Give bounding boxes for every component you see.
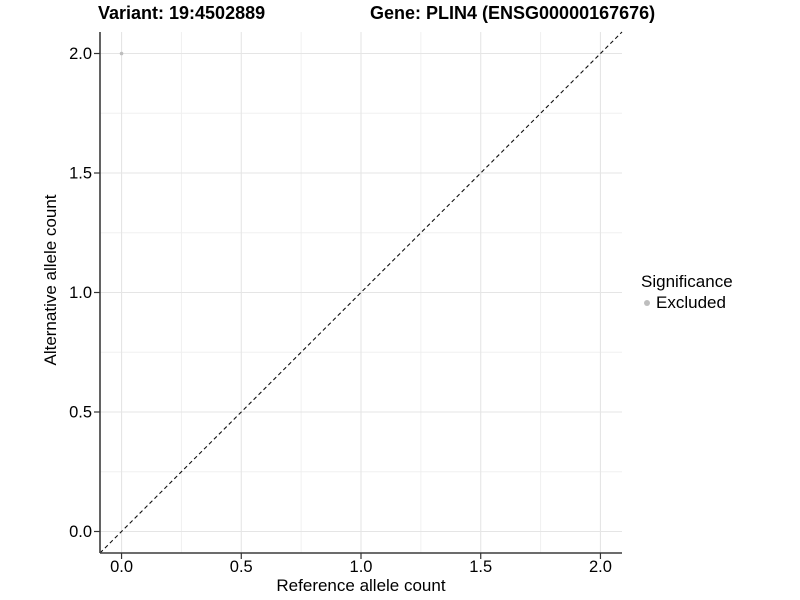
x-tick-label: 2.0: [589, 558, 612, 576]
x-tick-label: 0.0: [110, 558, 133, 576]
y-tick-label: 0.5: [69, 403, 92, 421]
x-axis-title: Reference allele count: [276, 576, 446, 595]
x-tick-label: 1.5: [469, 558, 492, 576]
legend: Significance Excluded: [641, 272, 733, 312]
y-tick-label: 1.0: [69, 284, 92, 302]
legend-item-excluded: Excluded: [641, 293, 733, 312]
legend-point-icon: [644, 299, 650, 306]
variant-title: Variant: 19:4502889: [98, 3, 266, 23]
y-axis-title: Alternative allele count: [41, 194, 60, 366]
x-tick-label: 1.0: [350, 558, 373, 576]
identity-line: [99, 31, 623, 554]
y-tick-label: 2.0: [69, 45, 92, 63]
legend-title: Significance: [641, 272, 733, 291]
x-tick-label: 0.5: [230, 558, 253, 576]
data-point: [119, 51, 124, 56]
y-tick-label: 0.0: [69, 523, 92, 541]
legend-item-label: Excluded: [656, 293, 726, 312]
gene-title: Gene: PLIN4 (ENSG00000167676): [370, 3, 656, 23]
y-tick-label: 1.5: [69, 165, 92, 183]
